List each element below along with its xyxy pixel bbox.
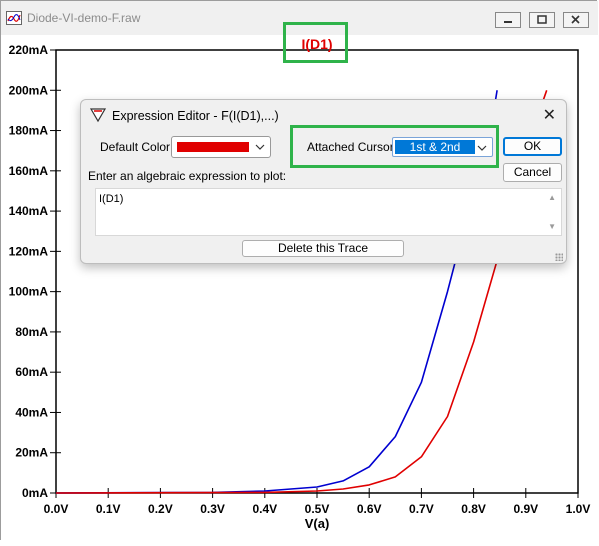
color-swatch — [177, 142, 249, 152]
delete-trace-button[interactable]: Delete this Trace — [242, 240, 404, 257]
expression-value: I(D1) — [99, 193, 124, 205]
y-tick-label: 60mA — [15, 365, 48, 379]
y-axis: 0mA 20mA 40mA 60mA 80mA 100mA 120mA 140mA 160mA 1… — [9, 43, 61, 500]
y-tick-label: 180mA — [9, 124, 49, 138]
attached-cursor-label: Attached Cursor: — [307, 140, 398, 154]
close-window-button[interactable] — [563, 12, 589, 28]
window-title: Diode-VI-demo-F.raw — [27, 11, 141, 25]
y-tick-label: 140mA — [9, 204, 49, 218]
minimize-icon — [504, 21, 512, 23]
trace-label[interactable]: I(D1) — [301, 36, 332, 52]
window-titlebar[interactable]: Diode-VI-demo-F.raw — [1, 1, 598, 35]
y-tick-label: 0mA — [22, 486, 48, 500]
y-tick-label: 40mA — [15, 405, 48, 419]
close-icon — [571, 15, 580, 24]
y-tick-label: 160mA — [9, 164, 49, 178]
y-tick-label: 80mA — [15, 325, 48, 339]
x-tick-label: 1.0V — [566, 502, 591, 516]
x-tick-label: 0.7V — [409, 502, 434, 516]
x-tick-label: 0.2V — [148, 502, 173, 516]
x-tick-label: 0.0V — [44, 502, 69, 516]
waveform-app-icon — [6, 11, 22, 25]
plot-frame — [55, 49, 579, 494]
cancel-button[interactable]: Cancel — [503, 163, 562, 182]
dialog-title: Expression Editor - F(I(D1),...) — [112, 109, 279, 123]
x-tick-label: 0.5V — [305, 502, 330, 516]
chevron-down-icon — [255, 144, 265, 150]
resize-grip-icon[interactable] — [555, 253, 563, 261]
default-color-select[interactable] — [171, 136, 271, 158]
highlight-trace-label — [283, 22, 348, 63]
minimize-button[interactable] — [495, 12, 521, 28]
expression-editor-icon — [89, 108, 107, 123]
ok-button[interactable]: OK — [503, 137, 562, 156]
y-tick-label: 220mA — [9, 43, 49, 57]
x-tick-label: 0.8V — [461, 502, 486, 516]
x-tick-label: 0.3V — [200, 502, 225, 516]
y-tick-label: 100mA — [9, 285, 49, 299]
expression-input[interactable]: I(D1) ▲ ▼ — [95, 188, 562, 236]
restore-icon — [537, 15, 547, 24]
attached-cursor-value: 1st & 2nd — [395, 140, 475, 154]
scroll-down-icon[interactable]: ▼ — [548, 222, 556, 231]
x-axis-label: V(a) — [305, 516, 330, 531]
x-tick-label: 0.1V — [96, 502, 121, 516]
y-tick-label: 120mA — [9, 244, 49, 258]
chevron-down-icon — [477, 145, 487, 151]
x-tick-label: 0.6V — [357, 502, 382, 516]
default-color-label: Default Color: — [100, 140, 174, 154]
scroll-up-icon[interactable]: ▲ — [548, 193, 556, 202]
expression-editor-dialog: Expression Editor - F(I(D1),...) ✕ Defau… — [80, 99, 567, 264]
restore-button[interactable] — [529, 12, 555, 28]
dialog-close-icon[interactable]: ✕ — [542, 107, 556, 124]
y-tick-label: 20mA — [15, 446, 48, 460]
expression-prompt: Enter an algebraic expression to plot: — [88, 169, 287, 183]
x-tick-label: 0.4V — [252, 502, 277, 516]
highlight-attached-cursor — [290, 125, 499, 168]
y-tick-label: 200mA — [9, 83, 49, 97]
attached-cursor-select[interactable]: 1st & 2nd — [392, 137, 493, 157]
x-tick-label: 0.9V — [513, 502, 538, 516]
